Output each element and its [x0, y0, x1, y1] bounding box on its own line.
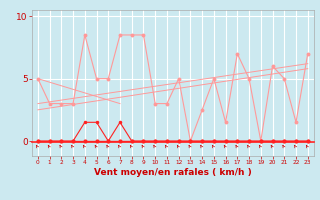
- X-axis label: Vent moyen/en rafales ( km/h ): Vent moyen/en rafales ( km/h ): [94, 168, 252, 177]
